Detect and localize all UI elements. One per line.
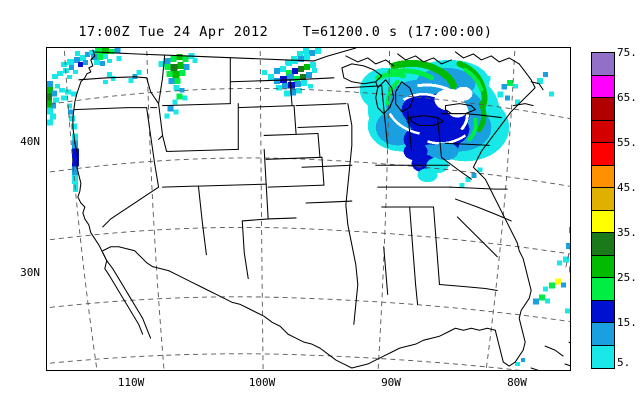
graticule <box>47 48 570 370</box>
colorbar-tick-45: 45. <box>617 181 637 194</box>
precip-midwest-convection <box>262 53 317 97</box>
plot-title: 17:00Z Tue 24 Apr 2012 T=61200.0 s (17:0… <box>78 24 493 40</box>
colorbar-tick-15: 15. <box>617 316 637 329</box>
lat-label-40n: 40N <box>20 135 40 148</box>
colorbar <box>591 52 615 369</box>
precip-gulf-trace <box>515 358 526 367</box>
colorbar-tick-55: 55. <box>617 136 637 149</box>
colorbar-band-11 <box>592 300 614 323</box>
lon-label-100w: 100W <box>248 376 276 389</box>
precip-interior-west <box>102 69 142 84</box>
colorbar-band-0 <box>592 53 614 76</box>
colorbar-band-4 <box>592 143 614 166</box>
colorbar-band-12 <box>592 323 614 346</box>
colorbar-band-3 <box>592 120 614 143</box>
colorbar-tick-25: 25. <box>617 271 637 284</box>
map-panel <box>46 47 571 371</box>
colorbar-tick-35: 35. <box>617 226 637 239</box>
colorbar-band-6 <box>592 188 614 211</box>
colorbar-band-5 <box>592 165 614 188</box>
colorbar-band-10 <box>592 278 614 301</box>
lon-label-110w: 110W <box>117 376 145 389</box>
colorbar-tick-75: 75. <box>617 46 637 59</box>
colorbar-tick-5: 5. <box>617 356 631 369</box>
precip-west-coast-strip <box>47 80 77 126</box>
lon-label-80w: 80W <box>507 376 527 389</box>
precip-mid-atlantic <box>459 167 483 189</box>
reflectivity-field <box>47 48 570 367</box>
precip-north-cascades <box>90 48 122 66</box>
colorbar-band-9 <box>592 255 614 278</box>
colorbar-band-13 <box>592 345 614 368</box>
map-outlines <box>72 48 570 370</box>
colorbar-band-7 <box>592 210 614 233</box>
colorbar-tick-65: 65. <box>617 91 637 104</box>
map-canvas <box>47 48 570 370</box>
lat-label-30n: 30N <box>20 266 40 279</box>
colorbar-band-2 <box>592 98 614 121</box>
colorbar-band-8 <box>592 233 614 256</box>
precip-atlantic-offshore <box>533 71 570 314</box>
colorbar-band-1 <box>592 75 614 98</box>
precip-pacific-northwest <box>51 49 95 79</box>
lon-label-90w: 90W <box>381 376 401 389</box>
